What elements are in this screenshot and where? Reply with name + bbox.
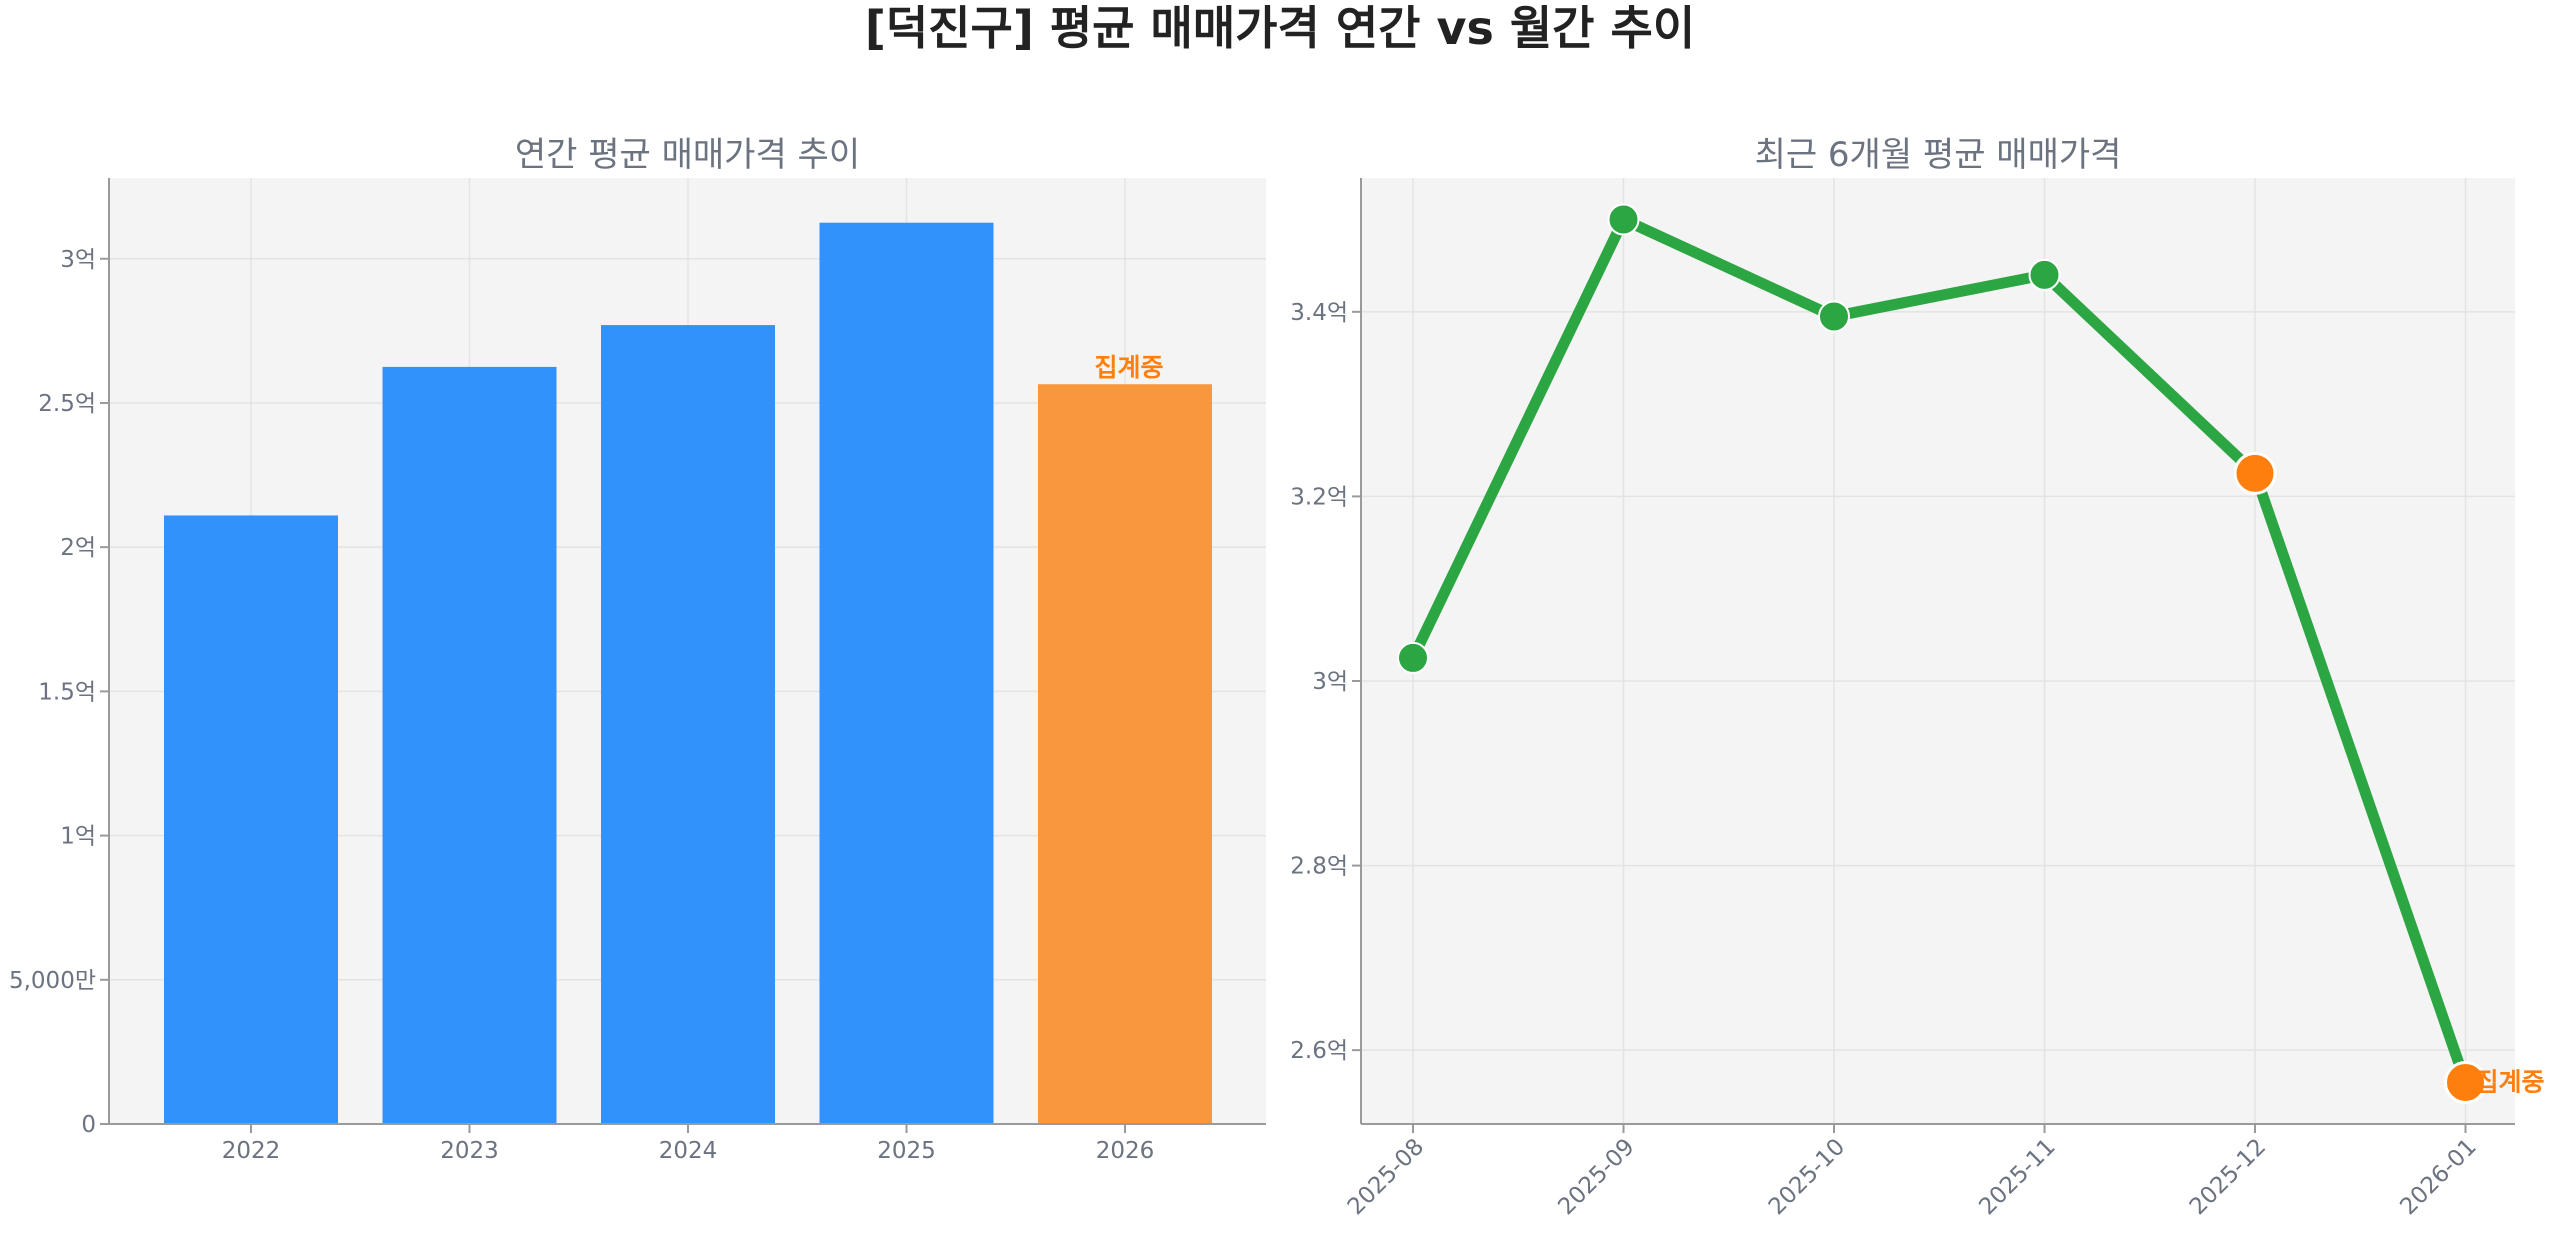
monthly-xtick-label: 2025-09 — [1553, 1134, 1639, 1220]
monthly-chart-title: 최근 6개월 평균 매매가격 — [1755, 135, 2122, 175]
annual-bar — [819, 222, 994, 1124]
annual-ytick-label: 5,000만 — [9, 968, 96, 994]
monthly-ytick-label: 3억 — [1312, 669, 1348, 695]
annual-bar — [164, 515, 338, 1124]
annual-bar-partial — [1038, 384, 1212, 1125]
annual-ytick-label: 1억 — [60, 824, 96, 850]
monthly-xtick-label: 2026-01 — [2395, 1134, 2481, 1220]
annual-partial-annotation: 집계중 — [1094, 353, 1163, 382]
monthly-point-partial — [2233, 451, 2277, 495]
monthly-series-line — [1407, 214, 2471, 1088]
monthly-point-partial — [2444, 1060, 2487, 1104]
monthly-ytick-label: 3.2억 — [1290, 484, 1348, 510]
annual-bar — [382, 366, 557, 1124]
annual-xtick-label: 2026 — [1096, 1138, 1155, 1164]
annual-ytick-label: 2.5억 — [38, 391, 96, 417]
monthly-ytick-label: 2.6억 — [1290, 1038, 1348, 1064]
monthly-grid — [1361, 178, 2515, 1124]
annual-bars: 집계중 — [164, 222, 1212, 1125]
monthly-xtick-label: 2025-12 — [2185, 1134, 2271, 1220]
monthly-line-chart: 집계중 2.6억 2.8억 3억 3.2억 3.4억 2025-08 2025-09 2025… — [1290, 135, 2544, 1220]
monthly-xtick-label: 2025-08 — [1343, 1134, 1429, 1220]
annual-ytick-label: 2억 — [60, 535, 96, 561]
annual-ytick-label: 0 — [81, 1112, 96, 1138]
monthly-xtick-label: 2025-10 — [1764, 1134, 1850, 1220]
annual-axes: 0 5,000만 1억 1.5억 2억 2.5억 3억 2022 2023 2024 2025 202… — [9, 178, 1266, 1164]
annual-ytick-label: 1.5억 — [38, 679, 96, 705]
monthly-ytick-label: 3.4억 — [1290, 300, 1348, 326]
annual-bar-chart: 집계중 0 5,000만 1억 1.5억 2억 2.5억 3억 2022 2023 2024 202… — [9, 135, 1266, 1164]
monthly-point — [1397, 641, 1429, 674]
monthly-point — [2028, 258, 2061, 291]
monthly-partial-annotation: 집계중 — [2476, 1067, 2545, 1096]
annual-xtick-label: 2022 — [222, 1138, 281, 1164]
annual-bar — [601, 325, 775, 1125]
monthly-point — [1818, 300, 1850, 333]
annual-chart-title: 연간 평균 매매가격 추이 — [515, 135, 860, 175]
monthly-ytick-label: 2.8억 — [1290, 854, 1348, 880]
annual-xtick-label: 2025 — [877, 1138, 936, 1164]
annual-ytick-label: 3억 — [60, 247, 96, 273]
monthly-plot-area — [1361, 178, 2515, 1124]
monthly-series: 집계중 — [1397, 203, 2545, 1104]
figure-title: [덕진구] 평균 매매가격 연간 vs 월간 추이 — [865, 1, 1695, 55]
monthly-point — [1607, 203, 1640, 236]
annual-xtick-label: 2023 — [440, 1138, 499, 1164]
annual-xtick-label: 2024 — [659, 1138, 718, 1164]
monthly-xtick-label: 2025-11 — [1974, 1134, 2060, 1220]
